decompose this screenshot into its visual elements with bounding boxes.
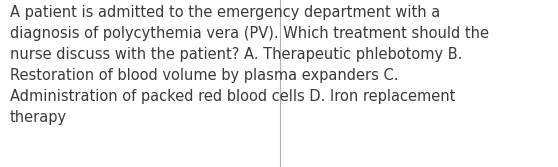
Text: A patient is admitted to the emergency department with a
diagnosis of polycythem: A patient is admitted to the emergency d…: [10, 5, 489, 125]
